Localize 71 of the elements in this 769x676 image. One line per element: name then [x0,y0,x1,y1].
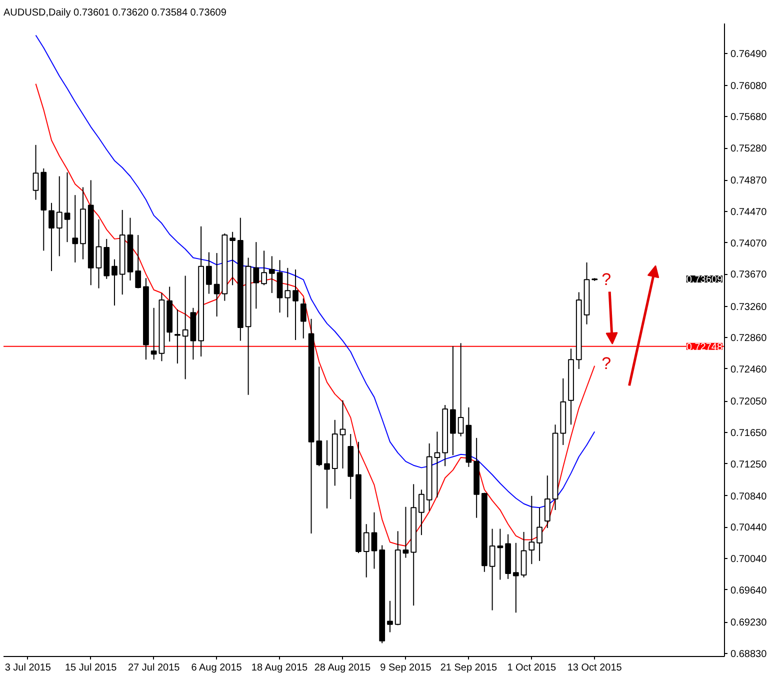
candlestick [387,600,393,633]
chart-title: AUDUSD,Daily 0.73601 0.73620 0.73584 0.73609 [4,8,227,18]
candlestick [72,194,78,263]
ref-line-label: 0.72748 [686,342,723,353]
candlestick [230,231,236,286]
y-tick-label: 0.74870 [730,176,768,187]
y-tick-label: 0.72050 [730,396,768,408]
candlestick [174,308,180,364]
y-tick-label: 0.74070 [730,238,768,250]
candlestick [32,144,39,200]
candlestick [324,440,330,509]
x-tick-label: 3 Jul 2015 [4,662,52,674]
candlestick [292,268,298,340]
text: 0.73609 [686,274,723,286]
x-tick-label: 15 Jul 2015 [65,662,118,674]
y-tick-label: 0.72860 [730,333,768,344]
annotation: ? [602,270,612,290]
x-tick-label: 9 Sep 2015 [380,662,432,674]
candlestick [48,202,54,272]
x-tick-label: 13 Oct 2015 [567,662,622,674]
y-tick-label: 0.76080 [730,80,768,92]
candlestick [497,528,504,580]
x-tick-label: 6 Aug 2015 [191,662,242,674]
annotation: ? [602,354,612,373]
y-tick-label: 0.71650 [730,428,768,439]
y-tick-label: 0.73670 [730,270,768,281]
x-tick-label: 1 Oct 2015 [507,662,557,674]
candlestick [96,218,102,289]
candlestick [300,298,306,339]
candlestick [512,542,519,614]
y-tick-label: 0.70040 [730,554,768,566]
candlestick [489,528,496,611]
y-tick-label: 0.69640 [730,585,768,596]
x-tick-label: 18 Aug 2015 [251,662,308,674]
candlestick [64,172,70,243]
candlestick [56,176,62,257]
candlestick [450,346,456,456]
candlestick [371,512,378,570]
y-tick-label: 0.71250 [730,459,768,470]
candlestick [316,366,322,467]
candlestick [135,234,142,289]
y-tick-label: 0.75680 [730,112,768,124]
candlestick [418,489,424,536]
candlestick [363,524,370,578]
y-tick-label: 0.68830 [730,648,768,660]
x-tick-label: 28 Aug 2015 [314,662,371,674]
candlestick [112,258,118,306]
candlestick [402,506,409,558]
candlestick [536,507,542,562]
candlestick [214,252,220,317]
candlestick [528,495,535,565]
y-tick-label: 0.75280 [730,144,768,155]
candlestick [182,275,188,380]
candlestick [261,250,267,286]
candlestick [253,242,260,310]
y-tick-label: 0.74470 [730,207,768,218]
y-tick-label: 0.70840 [730,491,768,502]
x-tick-label: 21 Sep 2015 [440,662,498,674]
candlestick [340,400,346,469]
y-tick-label: 0.70440 [730,522,768,534]
candlestick [206,252,212,294]
candlestick [150,307,157,360]
y-tick-label: 0.72460 [730,364,768,376]
candlestick [284,267,291,318]
candlestick [434,431,440,498]
y-tick-label: 0.76490 [730,48,768,60]
candlestick [544,475,550,529]
x-tick-label: 27 Jul 2015 [128,662,180,674]
y-tick-label: 0.73260 [730,302,768,313]
candlestick [268,256,275,294]
y-tick-label: 0.69230 [730,618,768,629]
